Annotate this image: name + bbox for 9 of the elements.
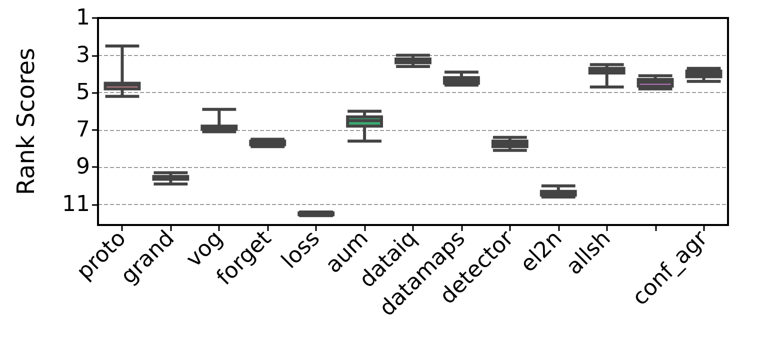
y-axis-title: Rank Scores <box>12 48 40 196</box>
y-tick-label: 11 <box>62 192 90 217</box>
x-tick-label: el2n <box>516 226 568 278</box>
x-tick-label: loss <box>277 226 325 274</box>
y-tick-label: 9 <box>76 154 90 180</box>
y-tick-label: 1 <box>76 6 90 30</box>
y-tick-label: 3 <box>76 42 90 68</box>
y-tick-label: 7 <box>76 117 90 142</box>
y-tick-label: 5 <box>76 80 90 106</box>
